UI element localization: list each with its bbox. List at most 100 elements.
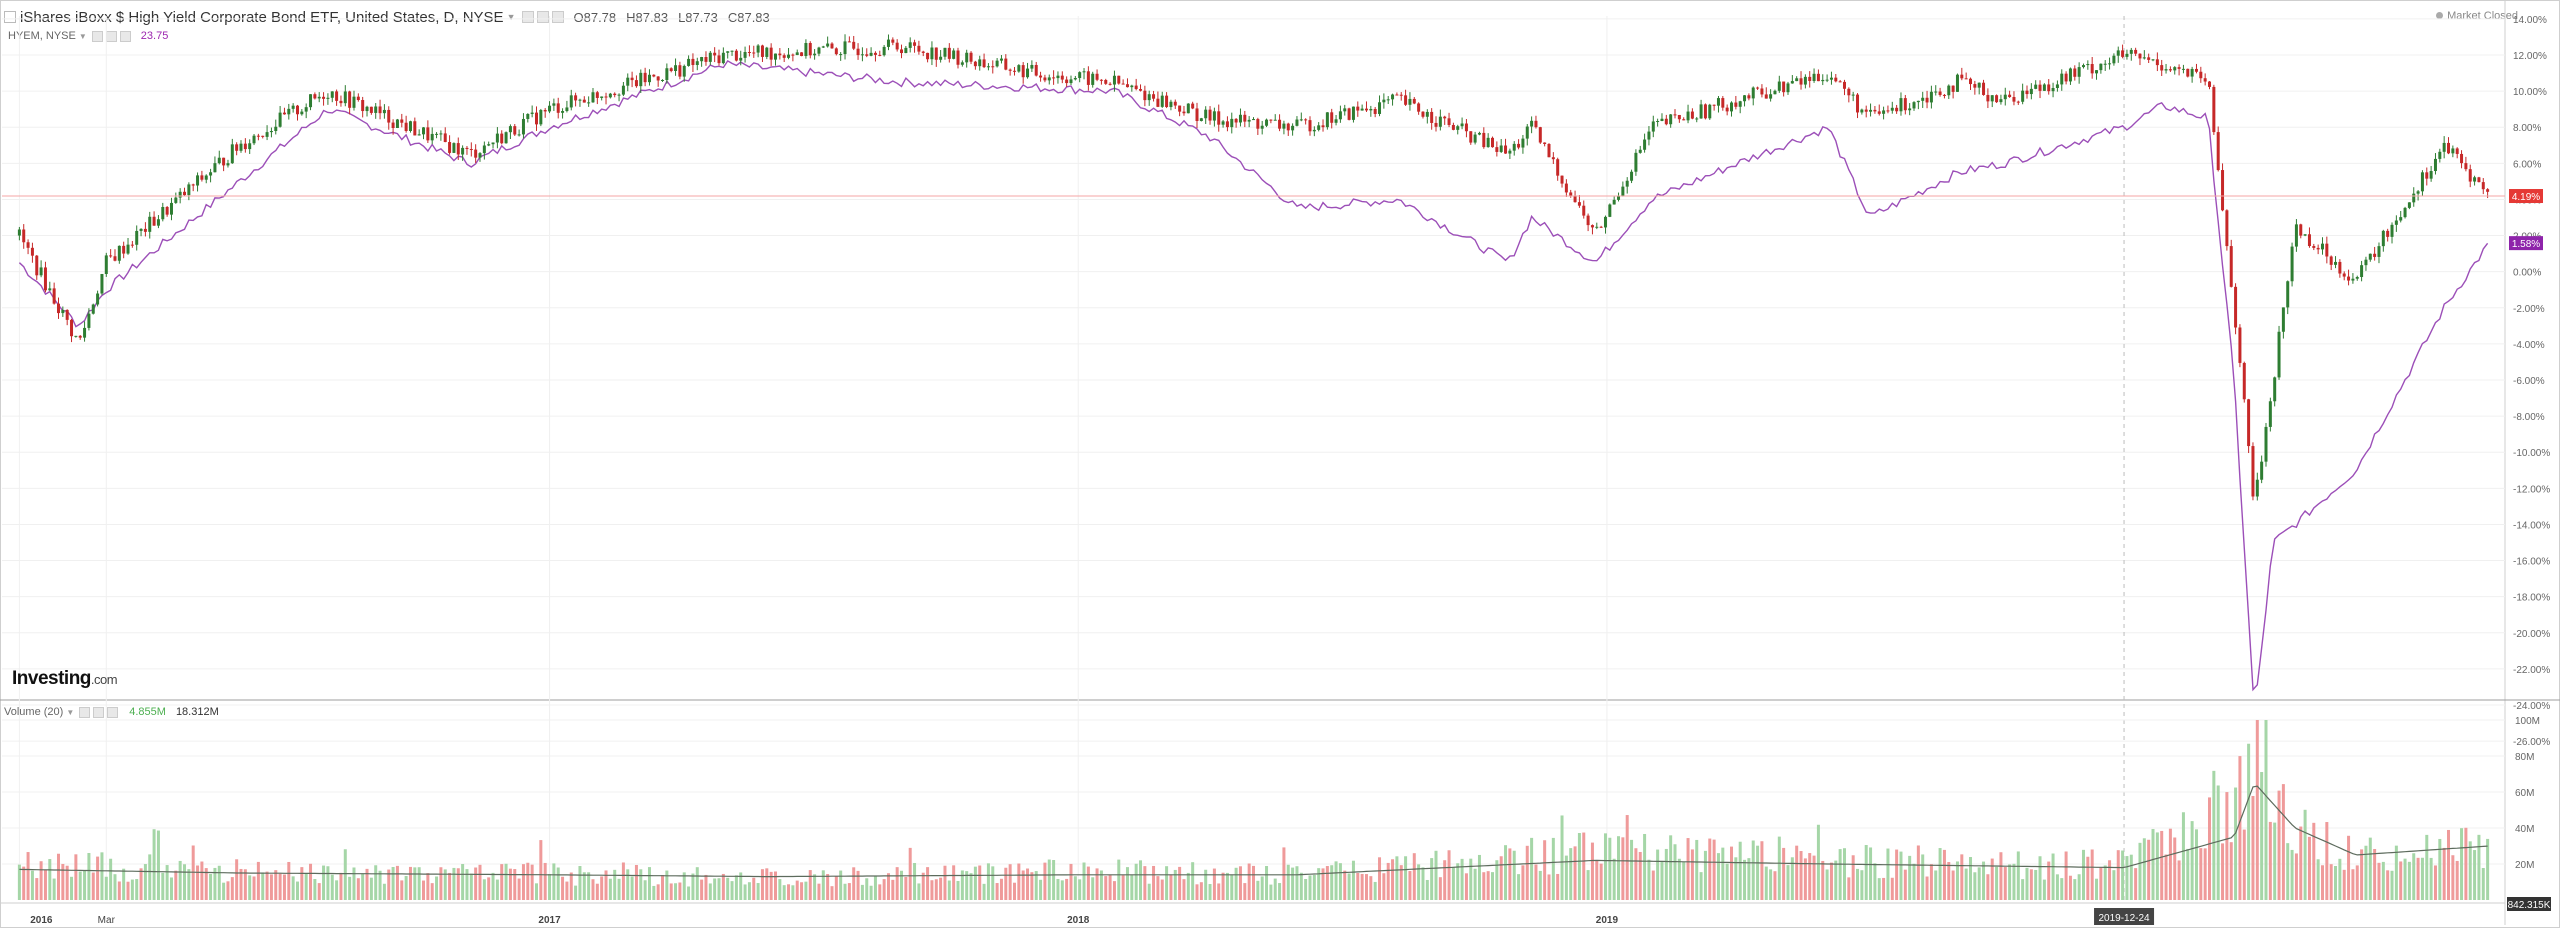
volume-bar [1812,855,1816,900]
candle-body [209,172,213,176]
volume-bar [595,883,599,900]
chevron-down-icon[interactable]: ▼ [506,12,516,22]
volume-bar [152,829,156,900]
close-icon[interactable] [107,706,119,718]
candle-body [109,255,113,257]
candle-body [1069,79,1073,84]
volume-bar [1690,849,1694,900]
volume-bar [1308,875,1312,900]
chevron-down-icon[interactable]: ▼ [66,707,75,717]
candle-body [2307,234,2311,247]
volume-bar [1130,875,1134,900]
candle-body [143,228,147,232]
visibility-icon[interactable] [536,11,549,23]
volume-bar [226,881,230,900]
volume-bar [682,872,686,900]
volume-bar [2086,856,2090,900]
volume-bar [2181,812,2185,900]
volume-bar [1399,865,1403,900]
candle-body [39,267,43,276]
volume-bar [1199,882,1203,900]
candle-body [708,52,712,62]
settings-icon[interactable] [91,30,103,42]
candle-body [2208,81,2212,87]
candle-body [22,229,26,243]
volume-bar [113,874,117,900]
volume-bar [1217,883,1221,900]
volume-bar [1238,866,1242,900]
collapse-toggle-icon[interactable] [4,11,16,23]
volume-bar [1908,855,1912,900]
candle-body [1995,95,1999,103]
volume-bar [1730,846,1734,900]
candle-body [1230,118,1234,128]
volume-bar [1160,879,1164,900]
candle-body [656,76,660,81]
candle-body [1899,98,1903,112]
candle-body [1408,98,1412,105]
candle-body [500,133,504,144]
candle-body [639,72,643,87]
volume-bar [1117,859,1121,900]
symbol-title[interactable]: iShares iBoxx $ High Yield Corporate Bon… [20,8,504,26]
candle-body [196,175,200,186]
volume-bar [1486,871,1490,900]
volume-bar [2381,861,2385,900]
volume-bar [161,872,165,900]
volume-bar [452,867,456,900]
visibility-icon[interactable] [105,30,117,42]
ohlc-close: C87.83 [727,9,770,25]
volume-bar [500,864,504,900]
candle-body [2251,446,2255,497]
volume-bar [2299,826,2303,900]
volume-bar [843,883,847,900]
candle-body [1738,101,1742,107]
candle-body [1039,75,1043,78]
volume-bar [1317,868,1321,900]
volume-bar [1890,877,1894,900]
candle-body [474,149,478,158]
volume-bar [2316,859,2320,900]
candle-body [1204,109,1208,119]
close-icon[interactable] [551,11,564,23]
candle-body [443,133,447,143]
close-icon[interactable] [119,30,131,42]
candle-body [130,244,134,246]
volume-bar [2251,795,2255,900]
candle-body [278,112,282,127]
volume-bar [2060,878,2064,900]
candle-body [1252,119,1255,121]
candle-body [2068,68,2072,82]
settings-icon[interactable] [79,706,91,718]
visibility-icon[interactable] [93,706,105,718]
volume-bar [1026,868,1030,900]
volume-bar [404,875,408,900]
candle-body [100,273,104,294]
candle-body [122,245,126,254]
candle-body [1373,108,1377,114]
volume-bar [2147,839,2151,900]
volume-bar [1395,856,1399,900]
chevron-down-icon[interactable]: ▼ [78,31,87,41]
volume-bar [369,877,373,900]
volume-label[interactable]: Volume (20) [4,706,64,718]
candle-body [465,147,469,150]
compare-label[interactable]: HYEM, NYSE [8,30,76,42]
candle-body [265,132,269,137]
candle-body [1790,81,1794,84]
volume-bar [1186,872,1190,900]
volume-bar [1564,855,1568,900]
candle-body [1955,74,1959,92]
volume-bar [330,874,334,900]
volume-bar [2247,743,2251,900]
candle-body [2042,84,2046,91]
settings-icon[interactable] [521,11,534,23]
candle-body [995,60,999,67]
candle-body [1625,180,1629,187]
candle-body [1321,125,1325,128]
candle-body [1417,103,1421,112]
candle-body [1456,126,1460,130]
candle-body [448,142,452,153]
volume-bar [1408,871,1412,900]
